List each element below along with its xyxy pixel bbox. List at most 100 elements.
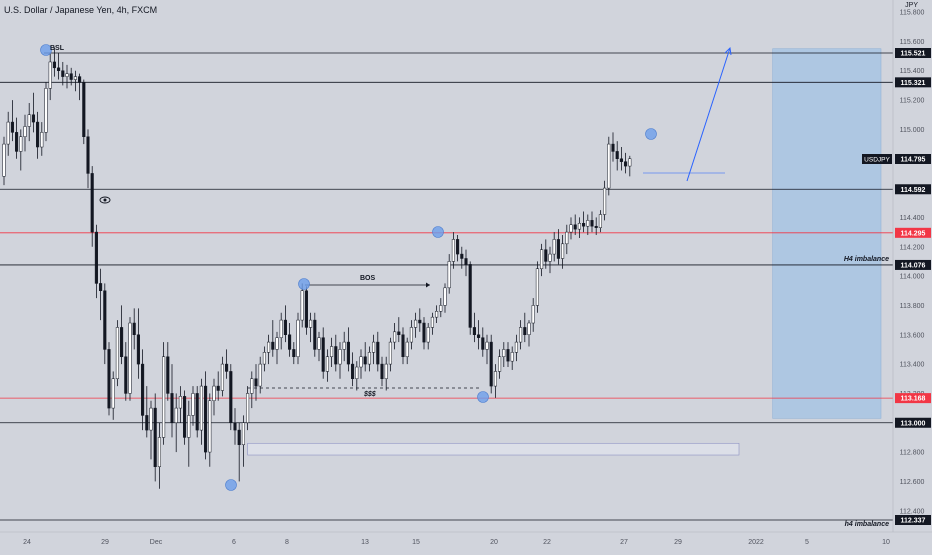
candle-body: [73, 76, 77, 80]
candle: [535, 261, 539, 313]
candle: [481, 327, 485, 357]
candle: [36, 111, 40, 159]
candle-body: [241, 422, 245, 446]
candle: [611, 132, 615, 162]
candle: [367, 346, 371, 372]
swing-point-circle: [432, 226, 444, 238]
candle-body: [430, 316, 434, 328]
annotation-label: H4 imbalance: [844, 256, 889, 263]
candle-body: [472, 327, 476, 336]
candle-body: [296, 319, 300, 358]
swing-point-circle: [225, 479, 237, 491]
candle: [456, 235, 460, 262]
candle: [519, 320, 523, 350]
candle: [506, 342, 510, 368]
candle: [136, 308, 140, 379]
level-price-tag: [895, 417, 931, 428]
candle: [603, 180, 607, 221]
candle-body: [103, 290, 107, 350]
candle-body: [300, 290, 304, 321]
candle-body: [52, 61, 56, 69]
candle-body: [561, 243, 565, 259]
candle-body: [44, 88, 48, 133]
candle-body: [624, 161, 628, 167]
candle: [65, 64, 69, 89]
candle-body: [401, 334, 405, 358]
candle-body: [325, 356, 329, 372]
candle: [57, 53, 61, 80]
candle-body: [468, 264, 472, 328]
candle-body: [535, 268, 539, 306]
candle-body: [317, 337, 321, 350]
candle-body: [128, 322, 132, 394]
candle: [388, 337, 392, 372]
candle-body: [183, 396, 187, 438]
candle-body: [149, 407, 153, 431]
candle-body: [199, 385, 203, 431]
candle: [359, 349, 363, 379]
candle-body: [346, 341, 350, 365]
candle: [464, 249, 468, 277]
x-tick-label: 22: [543, 539, 551, 546]
candle-body: [271, 341, 275, 350]
candle: [166, 342, 170, 401]
candle-body: [540, 249, 544, 270]
candle: [132, 308, 136, 350]
level-price-label: 114.295: [901, 230, 926, 237]
candle: [90, 166, 94, 247]
candle-body: [191, 393, 195, 416]
candle: [325, 349, 329, 382]
candle-body: [523, 327, 527, 336]
y-tick-label: 113.800: [900, 303, 925, 310]
candle-body: [69, 73, 73, 80]
candle-body: [229, 371, 233, 424]
candle: [544, 239, 548, 269]
candle: [275, 331, 279, 365]
candle-body: [498, 356, 502, 372]
candle: [552, 232, 556, 262]
candle-body: [23, 126, 27, 137]
candle-body: [527, 322, 531, 336]
candle: [283, 305, 287, 343]
candle: [523, 312, 527, 343]
candle-body: [565, 231, 569, 245]
candle-body: [573, 224, 577, 230]
candle-body: [90, 173, 94, 233]
x-tick-label: 29: [101, 539, 109, 546]
candle: [195, 386, 199, 438]
candle: [556, 229, 560, 265]
price-axis-background: [893, 0, 932, 550]
y-tick-label: 112.400: [900, 508, 925, 515]
candle-body: [603, 187, 607, 215]
candle-body: [409, 327, 413, 343]
x-tick-label: 20: [490, 539, 498, 546]
candle: [628, 155, 632, 177]
candle-body: [258, 363, 262, 387]
candle-body: [531, 305, 535, 324]
candle: [330, 337, 334, 368]
candle: [111, 371, 115, 420]
candle: [577, 217, 581, 238]
candle: [15, 117, 19, 159]
candle-body: [590, 220, 594, 227]
candle-body: [380, 363, 384, 380]
candle: [258, 356, 262, 394]
candle-body: [447, 261, 451, 289]
candle: [44, 82, 48, 142]
candle: [300, 283, 304, 328]
candle: [430, 312, 434, 335]
candle-body: [493, 371, 497, 387]
candle-body: [443, 287, 447, 306]
level-price-label: 112.337: [901, 518, 926, 525]
candle: [262, 346, 266, 372]
candle: [61, 61, 65, 86]
candle-body: [598, 214, 602, 228]
candle: [120, 305, 124, 365]
candle-body: [451, 239, 455, 262]
candle: [19, 129, 23, 171]
swing-point-circle: [298, 278, 310, 290]
candle-body: [506, 349, 510, 362]
current-price-label: 114.795: [901, 157, 926, 164]
